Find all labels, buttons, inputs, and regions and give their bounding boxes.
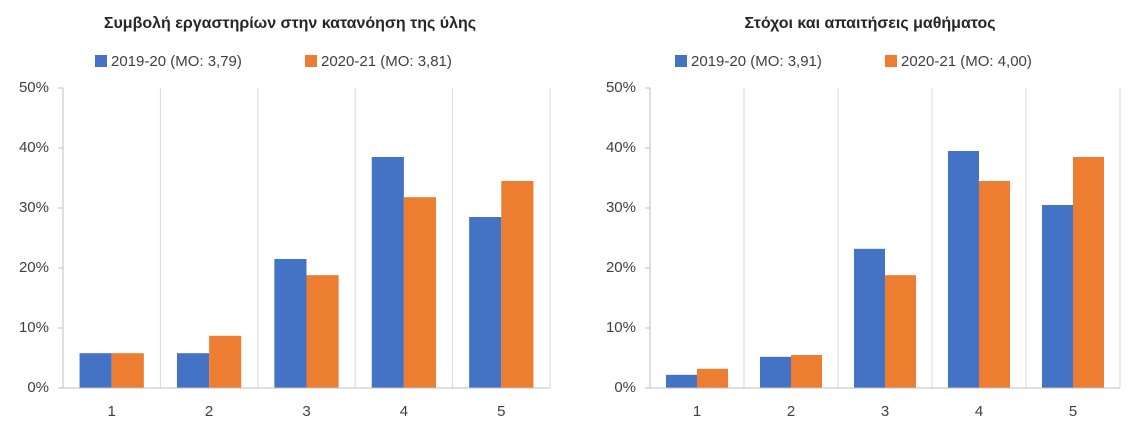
bar <box>306 275 339 388</box>
bar <box>853 248 885 388</box>
x-tick-label: 5 <box>497 403 505 420</box>
bar <box>209 335 242 388</box>
legend-label: 2020-21 (ΜΟ: 3,81) <box>321 53 452 70</box>
bar <box>697 368 729 388</box>
y-tick-label: 40% <box>606 139 636 156</box>
y-tick-label: 30% <box>19 199 49 216</box>
y-tick-label: 0% <box>27 379 49 396</box>
bar <box>791 355 823 388</box>
bar <box>885 275 917 388</box>
chart-title: Στόχοι και απαιτήσεις μαθήματος <box>744 15 995 32</box>
bar <box>111 353 144 388</box>
y-tick-label: 20% <box>606 259 636 276</box>
bar <box>1041 205 1073 388</box>
legend-swatch <box>885 55 897 67</box>
legend-label: 2019-20 (ΜΟ: 3,79) <box>111 53 242 70</box>
legend-label: 2020-21 (ΜΟ: 4,00) <box>901 53 1032 70</box>
bar <box>759 356 791 388</box>
legend-swatch <box>95 55 107 67</box>
x-tick-label: 1 <box>108 403 116 420</box>
legend-swatch <box>675 55 687 67</box>
bar <box>1073 157 1105 388</box>
y-tick-label: 10% <box>606 319 636 336</box>
bar <box>274 259 307 388</box>
x-tick-label: 3 <box>881 403 889 420</box>
bar <box>176 353 210 388</box>
chart-title: Συμβολή εργαστηρίων στην κατανόηση της ύ… <box>104 15 476 32</box>
y-tick-label: 40% <box>19 139 49 156</box>
bar <box>665 374 697 388</box>
bar <box>469 217 502 388</box>
y-tick-label: 20% <box>19 259 49 276</box>
bar <box>79 353 112 388</box>
x-tick-label: 4 <box>400 403 408 420</box>
x-tick-label: 1 <box>693 403 701 420</box>
y-tick-label: 0% <box>614 379 636 396</box>
bar <box>979 181 1011 388</box>
bar <box>371 157 404 388</box>
x-tick-label: 5 <box>1069 403 1077 420</box>
legend-label: 2019-20 (ΜΟ: 3,91) <box>691 53 822 70</box>
legend-swatch <box>305 55 317 67</box>
x-tick-label: 3 <box>302 403 310 420</box>
y-tick-label: 10% <box>19 319 49 336</box>
x-tick-label: 2 <box>787 403 795 420</box>
x-tick-label: 4 <box>975 403 983 420</box>
bar <box>403 197 437 388</box>
y-tick-label: 50% <box>19 79 49 96</box>
y-tick-label: 30% <box>606 199 636 216</box>
y-tick-label: 50% <box>606 79 636 96</box>
x-tick-label: 2 <box>205 403 213 420</box>
bar <box>947 151 979 388</box>
bar <box>501 181 534 388</box>
